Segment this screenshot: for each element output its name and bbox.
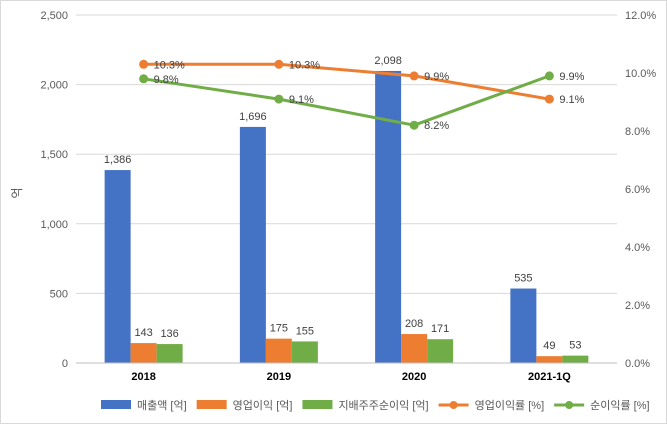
y2-tick-label: 0.0%	[625, 358, 650, 370]
line-point	[139, 59, 149, 69]
line-point	[409, 120, 419, 130]
bar-data-label: 175	[270, 323, 288, 335]
line-data-label: 9.1%	[559, 94, 584, 106]
y-axis-title: 억	[10, 187, 24, 198]
line-data-label: 9.8%	[154, 74, 179, 86]
y2-tick-label: 12.0%	[625, 10, 656, 22]
bar-data-label: 535	[514, 273, 532, 285]
line-point	[544, 94, 554, 104]
line-point	[544, 71, 554, 81]
legend-swatch	[101, 400, 131, 409]
bar-marks	[104, 70, 589, 363]
line-point	[274, 59, 284, 69]
bar-data-label: 155	[296, 325, 314, 337]
line-data-label: 9.9%	[559, 71, 584, 83]
bar	[536, 356, 563, 363]
legend-swatch-marker	[565, 401, 574, 409]
line-marks	[139, 59, 554, 130]
x-tick-label: 2021-1Q	[528, 371, 571, 383]
legend-label: 지배주주순이익 [억]	[338, 399, 428, 412]
y-tick-label: 2,500	[40, 10, 68, 22]
legend-item: 순이익률 [%]	[554, 399, 650, 412]
bar-data-label: 171	[431, 323, 449, 335]
legend-item: 지배주주순이익 [억]	[302, 399, 429, 412]
line-point	[409, 71, 419, 81]
x-tick-label: 2019	[267, 371, 291, 383]
legend-swatch-marker	[449, 401, 458, 409]
line-data-label: 9.1%	[289, 94, 314, 106]
bar-data-label: 1,386	[104, 154, 132, 166]
legend-swatch	[302, 400, 333, 409]
y-tick-label: 500	[50, 288, 68, 300]
bar-data-label: 143	[134, 327, 152, 339]
bar	[562, 355, 589, 363]
y-tick-label: 0	[62, 358, 68, 370]
bar	[401, 334, 428, 363]
line-data-label: 8.2%	[424, 120, 449, 132]
series-line	[142, 74, 551, 127]
bar	[104, 170, 131, 363]
data-labels: 1,386 1,696 2,098 535 143 175 208 49 136 155 171 53…	[104, 55, 585, 352]
bar	[265, 338, 292, 363]
y-tick-label: 2,000	[40, 80, 68, 92]
x-tick-label: 2020	[402, 371, 426, 383]
legend-item: 매출액 [억]	[101, 399, 187, 412]
line-data-label: 10.3%	[154, 59, 185, 71]
bar	[427, 339, 454, 363]
line-point	[139, 74, 149, 84]
axes: 억 0 500 1,000 1,500 2,000 2,500 0.0% 2.0% 4.0% 6.…	[10, 10, 656, 383]
bar	[156, 344, 183, 363]
legend-item: 영업이익 [억]	[196, 399, 293, 412]
bar-data-label: 208	[405, 318, 423, 330]
series-line	[142, 62, 551, 101]
legend-label: 매출액 [억]	[137, 399, 187, 412]
bar	[239, 126, 266, 363]
bar	[510, 288, 537, 363]
line-data-label: 9.9%	[424, 71, 449, 83]
bar-data-label: 1,696	[239, 111, 267, 123]
y-tick-label: 1,000	[40, 219, 68, 231]
y2-tick-label: 2.0%	[625, 300, 650, 312]
legend-label: 영업이익 [억]	[233, 399, 293, 412]
x-tick-label: 2018	[131, 371, 155, 383]
y2-tick-label: 6.0%	[625, 184, 650, 196]
bar-data-label: 53	[569, 340, 581, 352]
y2-tick-label: 4.0%	[625, 242, 650, 254]
gridlines	[76, 14, 617, 294]
bar	[130, 343, 157, 363]
legend-label: 순이익률 [%]	[590, 399, 649, 412]
legend: 매출액 [억] 영업이익 [억] 지배주주순이익 [억] 영업이익률 [%] 순이익률 …	[101, 399, 650, 412]
legend-item: 영업이익률 [%]	[438, 399, 545, 412]
bar	[375, 70, 402, 363]
bar	[291, 341, 318, 363]
legend-label: 영업이익률 [%]	[475, 399, 545, 412]
bar-data-label: 49	[543, 340, 555, 352]
bar-data-label: 2,098	[374, 55, 402, 67]
line-point	[274, 94, 284, 104]
line-data-label: 10.3%	[289, 59, 320, 71]
y-tick-label: 1,500	[40, 149, 68, 161]
legend-swatch	[196, 400, 227, 409]
bar-data-label: 136	[160, 328, 178, 340]
y2-tick-label: 10.0%	[625, 68, 656, 80]
y2-tick-label: 8.0%	[625, 126, 650, 138]
